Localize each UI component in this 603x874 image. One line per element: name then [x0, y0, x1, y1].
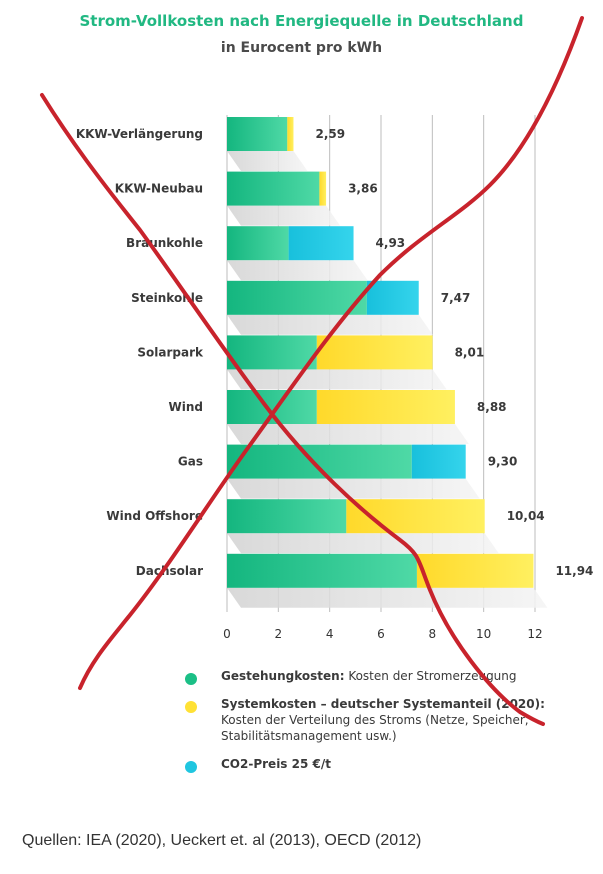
bar-segment-co2: [288, 226, 354, 261]
legend: Gestehungkosten: Kosten der Stromerzeugu…: [183, 668, 573, 784]
value-label: 4,93: [376, 236, 406, 250]
bar-segment-gestehung: [227, 444, 412, 479]
category-label: Solarpark: [137, 345, 204, 359]
x-tick-label: 4: [326, 627, 334, 641]
bar-chart: 0 2 4 6 8 10 12 KKW-Verlängerung 2,59 KKW-Neubau 3…: [76, 115, 593, 641]
category-label: Gas: [178, 455, 203, 469]
value-label: 3,86: [348, 182, 378, 196]
x-tick-label: 10: [476, 627, 491, 641]
x-tick-label: 12: [527, 627, 542, 641]
bar-segment-system: [287, 117, 294, 151]
category-label: Wind Offshore: [106, 509, 203, 523]
bar-shadow: [227, 151, 308, 171]
value-label: 7,47: [441, 291, 471, 305]
bar-segment-system: [316, 335, 433, 370]
bar-shadow: [227, 587, 548, 608]
x-tick-label: 6: [377, 627, 385, 641]
legend-item-gestehung: Gestehungkosten: Kosten der Stromerzeugu…: [183, 668, 573, 685]
value-label: 2,59: [315, 127, 345, 141]
bar-segment-gestehung: [227, 226, 289, 261]
bar-shadow: [227, 260, 368, 281]
category-label: KKW-Verlängerung: [76, 127, 203, 141]
legend-swatch-green: [185, 673, 197, 685]
bar-segment-system: [319, 171, 327, 206]
bar-segment-gestehung: [227, 335, 317, 370]
bar-segment-system: [346, 499, 485, 534]
legend-title: CO2-Preis 25 €/t: [221, 757, 331, 771]
bar-segment-co2: [411, 444, 466, 479]
legend-text: Kosten der Stromerzeugung: [344, 669, 517, 683]
value-label: 10,04: [507, 509, 545, 523]
legend-item-system: Systemkosten – deutscher Systemanteil (2…: [183, 696, 573, 744]
category-label: Dachsolar: [136, 564, 203, 578]
value-label: 11,94: [555, 564, 593, 578]
bar-segment-gestehung: [227, 171, 320, 206]
bar-segment-gestehung: [227, 499, 347, 534]
bar-shadow: [227, 314, 433, 335]
sources-note: Quellen: IEA (2020), Ueckert et. al (201…: [22, 832, 422, 849]
bar-segment-gestehung: [227, 280, 367, 315]
bar-segment-system: [416, 553, 534, 588]
category-label: Wind: [169, 400, 203, 414]
x-tick-label: 2: [275, 627, 283, 641]
legend-text: Kosten der Verteilung des Stroms (Netze,…: [221, 713, 529, 743]
bar-segment-gestehung: [227, 390, 317, 424]
x-tick-label: 8: [429, 627, 437, 641]
bar-shadow: [227, 369, 447, 390]
category-label: Braunkohle: [126, 236, 203, 250]
bar-segment-co2: [366, 280, 419, 315]
value-label: 9,30: [488, 455, 518, 469]
category-label: KKW-Neubau: [115, 182, 203, 196]
value-label: 8,88: [477, 400, 507, 414]
bar-shadow: [227, 533, 499, 554]
bar-segment-gestehung: [227, 553, 417, 588]
legend-item-co2: CO2-Preis 25 €/t: [183, 756, 573, 773]
bar-shadow: [227, 424, 469, 444]
legend-swatch-cyan: [185, 761, 197, 773]
bar-segment-system: [316, 390, 455, 424]
bar-shadow: [227, 205, 341, 226]
legend-swatch-yellow: [185, 701, 197, 713]
category-label: Steinkohle: [131, 291, 203, 305]
bar-segment-gestehung: [227, 117, 288, 151]
x-tick-label: 0: [223, 627, 231, 641]
legend-title: Gestehungkosten:: [221, 669, 345, 683]
value-label: 8,01: [455, 345, 485, 359]
legend-title: Systemkosten – deutscher Systemanteil (2…: [221, 697, 545, 711]
bar-shadow: [227, 478, 480, 499]
